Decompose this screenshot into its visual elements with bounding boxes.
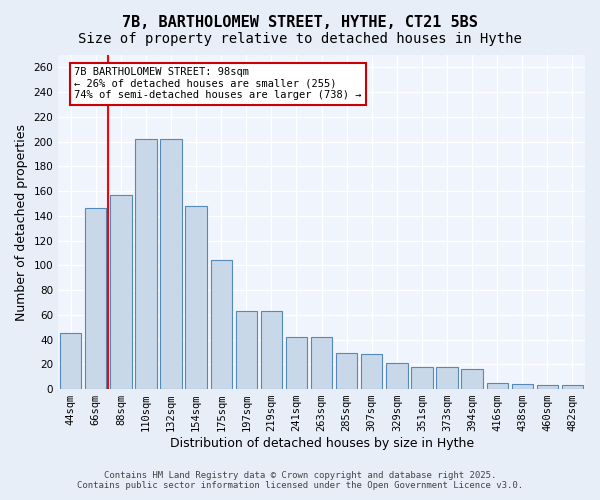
- Bar: [562, 386, 583, 389]
- Bar: [537, 386, 558, 389]
- Bar: [411, 367, 433, 389]
- Bar: [85, 208, 106, 389]
- Bar: [487, 383, 508, 389]
- Bar: [261, 311, 282, 389]
- Bar: [110, 195, 131, 389]
- Bar: [160, 139, 182, 389]
- Bar: [311, 337, 332, 389]
- Bar: [286, 337, 307, 389]
- Bar: [512, 384, 533, 389]
- Text: 7B, BARTHOLOMEW STREET, HYTHE, CT21 5BS: 7B, BARTHOLOMEW STREET, HYTHE, CT21 5BS: [122, 15, 478, 30]
- Bar: [211, 260, 232, 389]
- Bar: [461, 370, 483, 389]
- Bar: [336, 353, 358, 389]
- Bar: [361, 354, 382, 389]
- Bar: [386, 363, 407, 389]
- Bar: [136, 139, 157, 389]
- Bar: [60, 334, 82, 389]
- Text: 7B BARTHOLOMEW STREET: 98sqm
← 26% of detached houses are smaller (255)
74% of s: 7B BARTHOLOMEW STREET: 98sqm ← 26% of de…: [74, 67, 361, 100]
- Text: Size of property relative to detached houses in Hythe: Size of property relative to detached ho…: [78, 32, 522, 46]
- Bar: [185, 206, 207, 389]
- Text: Contains HM Land Registry data © Crown copyright and database right 2025.
Contai: Contains HM Land Registry data © Crown c…: [77, 470, 523, 490]
- X-axis label: Distribution of detached houses by size in Hythe: Distribution of detached houses by size …: [170, 437, 473, 450]
- Bar: [436, 367, 458, 389]
- Bar: [236, 311, 257, 389]
- Y-axis label: Number of detached properties: Number of detached properties: [15, 124, 28, 320]
